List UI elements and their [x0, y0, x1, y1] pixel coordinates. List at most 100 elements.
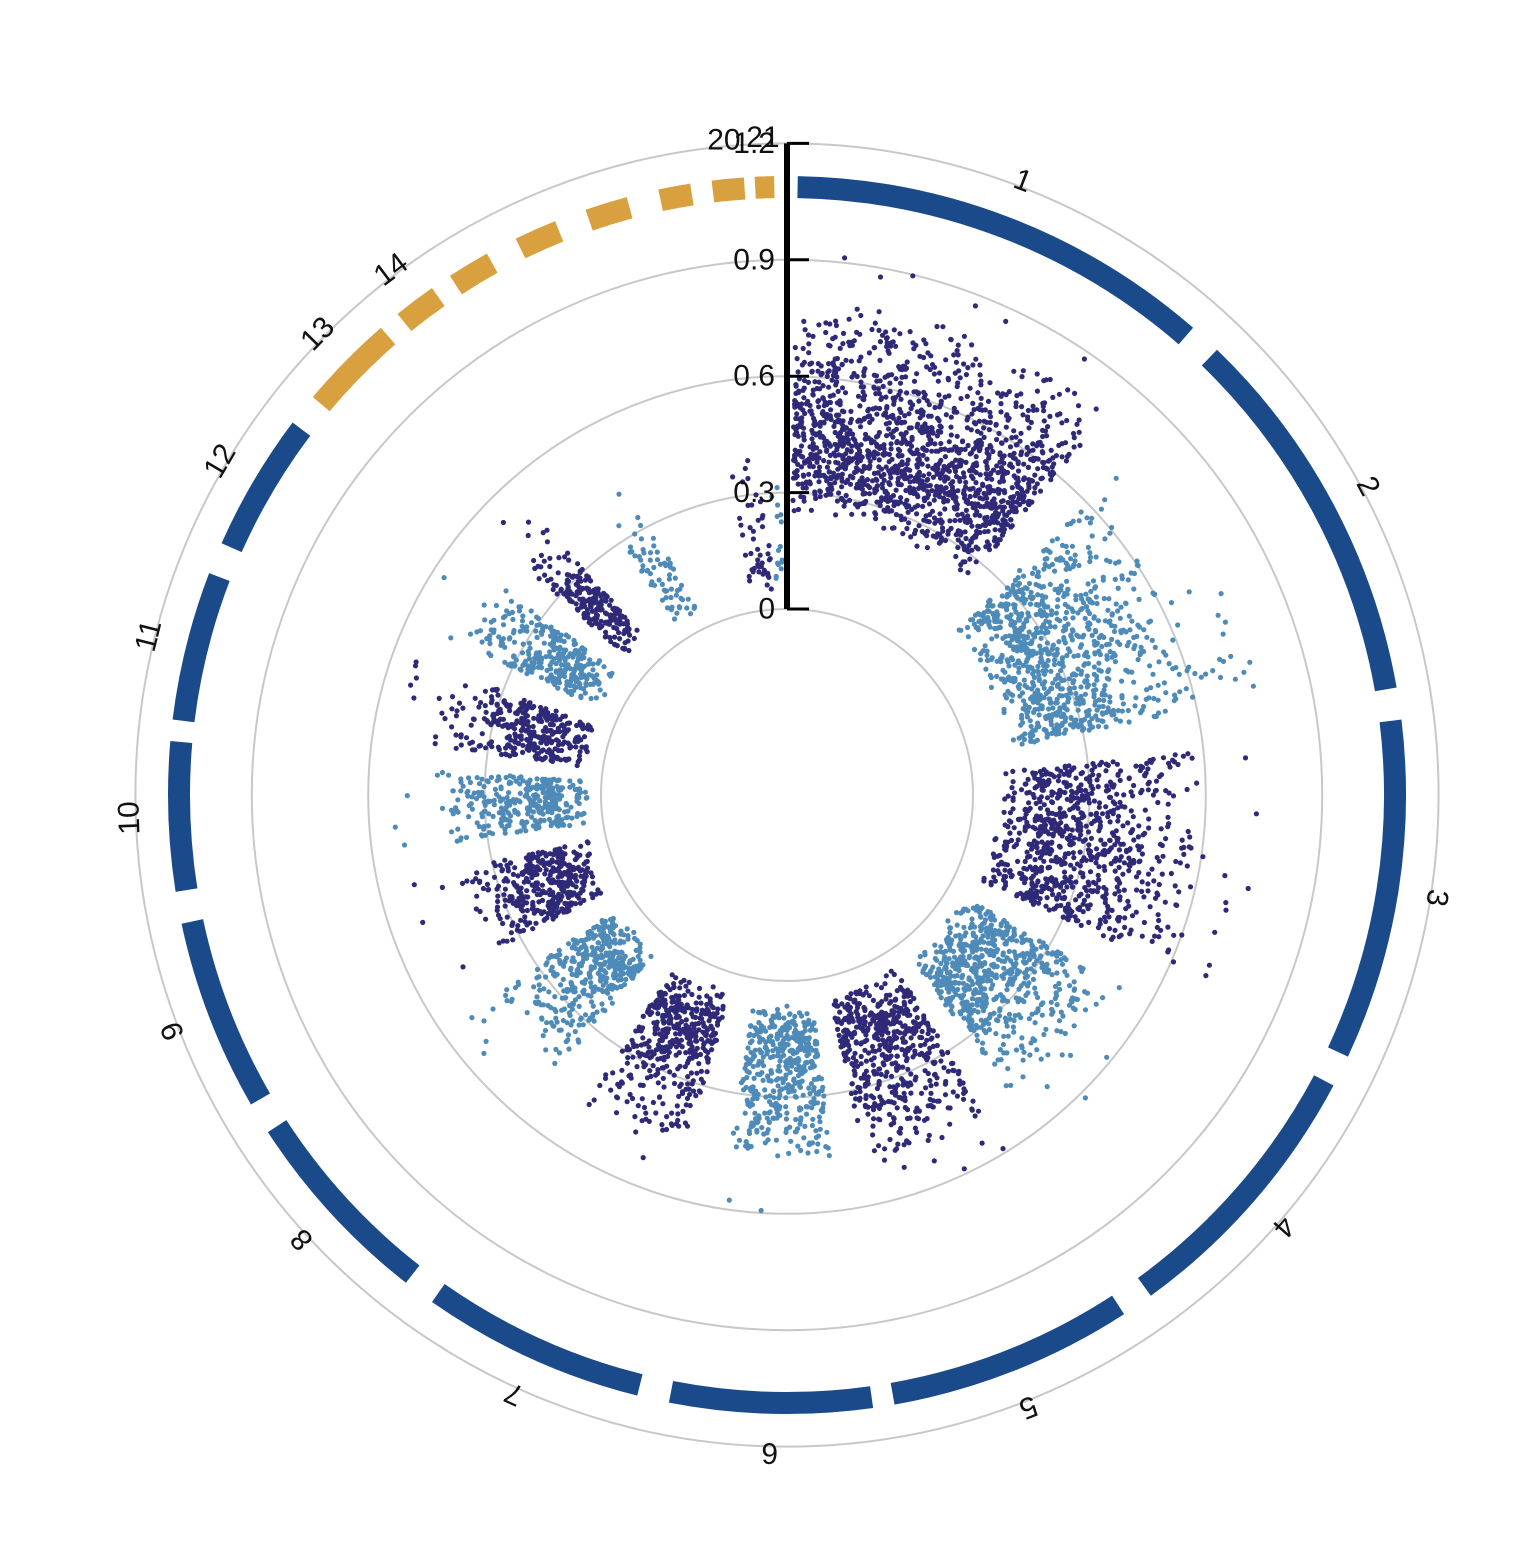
data-point	[759, 1125, 765, 1131]
data-point	[877, 502, 883, 509]
data-point	[997, 1013, 1003, 1019]
data-point	[895, 465, 901, 471]
data-point	[1069, 637, 1075, 643]
data-point	[823, 320, 829, 326]
data-point	[992, 927, 998, 934]
data-point	[986, 599, 992, 605]
data-point	[1119, 678, 1125, 684]
data-point	[862, 1007, 868, 1014]
data-point	[951, 1068, 957, 1074]
data-point	[1220, 631, 1226, 637]
data-point	[789, 1034, 795, 1040]
data-point	[1085, 581, 1091, 587]
data-point	[821, 1093, 827, 1099]
data-point	[1064, 884, 1070, 890]
data-point	[1162, 708, 1168, 714]
data-point	[812, 489, 818, 495]
data-point	[914, 371, 920, 377]
data-point	[1096, 704, 1102, 710]
data-point	[1031, 838, 1037, 844]
data-point	[804, 1104, 811, 1110]
data-point	[833, 322, 840, 329]
data-point	[954, 502, 960, 508]
data-point	[1034, 894, 1040, 900]
data-point	[966, 976, 972, 983]
data-point	[880, 451, 886, 457]
data-point	[1002, 512, 1008, 518]
data-point	[1000, 950, 1006, 956]
data-point	[1085, 829, 1092, 835]
data-point	[1065, 646, 1071, 652]
data-point	[1073, 691, 1079, 697]
data-point	[1035, 466, 1041, 472]
data-point	[1087, 554, 1094, 560]
data-point	[819, 410, 825, 416]
data-point	[969, 1018, 975, 1024]
data-point	[979, 905, 985, 911]
data-point	[1032, 472, 1038, 478]
data-point	[1027, 594, 1033, 600]
data-point	[867, 458, 873, 464]
data-point	[1089, 600, 1096, 606]
data-point	[1021, 476, 1027, 483]
data-point	[1046, 706, 1052, 712]
data-point	[886, 508, 892, 514]
data-point	[1009, 981, 1015, 988]
data-point	[942, 446, 948, 452]
data-point	[930, 533, 936, 539]
data-point	[977, 524, 983, 530]
data-point	[792, 344, 798, 351]
data-point	[1029, 686, 1035, 692]
data-point	[861, 369, 867, 375]
data-point	[891, 499, 897, 505]
data-point	[978, 430, 984, 436]
data-point	[1002, 867, 1008, 873]
data-point	[993, 972, 999, 978]
data-point	[640, 1035, 646, 1041]
data-point	[1043, 771, 1049, 777]
data-point	[1176, 671, 1182, 678]
data-point	[1004, 614, 1010, 620]
data-point	[1024, 714, 1030, 720]
data-point	[1045, 781, 1051, 787]
data-point	[892, 1147, 898, 1153]
data-point	[886, 426, 892, 432]
data-point	[1107, 649, 1113, 655]
data-point	[1074, 996, 1080, 1003]
data-point	[1046, 885, 1052, 892]
data-point	[1081, 632, 1087, 638]
data-point	[961, 1086, 967, 1092]
data-point	[774, 1036, 781, 1042]
data-point	[837, 345, 843, 351]
data-point	[1160, 853, 1166, 859]
data-point	[938, 457, 944, 463]
data-point	[1003, 437, 1009, 443]
data-point	[920, 452, 926, 458]
data-point	[1030, 732, 1036, 739]
data-point	[1004, 413, 1010, 419]
data-point	[953, 910, 960, 916]
data-point	[1102, 900, 1108, 906]
data-point	[1064, 453, 1071, 459]
data-point	[957, 375, 963, 381]
data-point	[927, 366, 933, 373]
data-point	[1223, 900, 1229, 906]
data-point	[931, 1060, 937, 1067]
data-point	[1218, 591, 1224, 597]
data-point	[1185, 751, 1191, 757]
data-point	[983, 459, 989, 465]
data-point	[745, 1045, 751, 1051]
data-point	[1105, 814, 1111, 820]
data-point	[768, 1033, 774, 1039]
data-point	[1062, 615, 1068, 621]
data-point	[926, 402, 932, 408]
data-point	[947, 941, 954, 947]
data-point	[892, 1003, 898, 1010]
data-point	[948, 447, 954, 453]
data-point	[1037, 607, 1043, 614]
data-point	[901, 988, 907, 995]
data-point	[1020, 498, 1026, 504]
data-point	[965, 634, 972, 640]
data-point	[1100, 718, 1106, 724]
data-point	[1003, 1019, 1009, 1025]
